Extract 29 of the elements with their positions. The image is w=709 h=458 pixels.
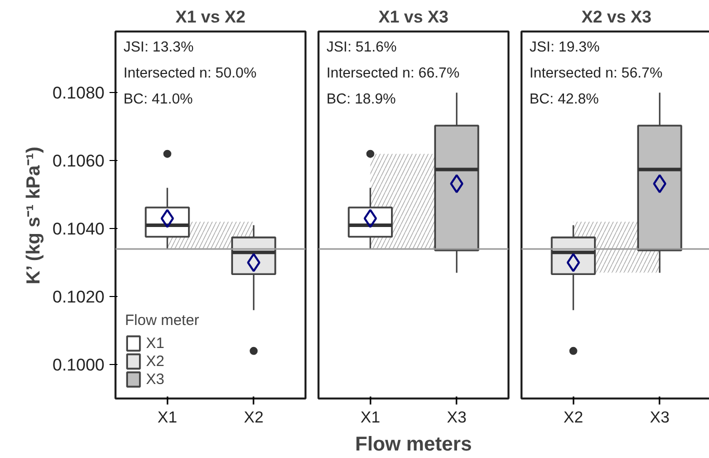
x-tick-label: X2	[564, 410, 584, 426]
x-tick-label: X3	[650, 410, 670, 426]
y-axis-title: K’ (kg s⁻¹ kPa⁻¹)	[24, 146, 45, 284]
y-tick-label: 0.1080	[52, 84, 105, 103]
x-tick-label: X2	[244, 410, 264, 426]
annotation: JSI: 13.3%	[124, 40, 194, 56]
y-tick-label: 0.1040	[52, 220, 105, 239]
legend-label: X2	[146, 352, 166, 370]
annotation: JSI: 51.6%	[326, 40, 397, 56]
annotation: Intersected n: 56.7%	[530, 66, 663, 82]
annotation: JSI: 19.3%	[530, 40, 600, 56]
legend-title: Flow meter	[125, 312, 200, 329]
y-tick-label: 0.1060	[52, 152, 105, 171]
x-axis-title: Flow meters	[355, 434, 472, 456]
annotation: Intersected n: 66.7%	[326, 66, 460, 82]
x-tick-label: X1	[158, 410, 178, 426]
annotation: BC: 42.8%	[530, 92, 599, 108]
chart-title: X2 vs X3	[582, 8, 652, 26]
annotation: BC: 41.0%	[124, 92, 193, 108]
y-tick-label: 0.1000	[52, 356, 105, 375]
chart-title: X1 vs X2	[176, 8, 246, 26]
x-tick-label: X1	[360, 410, 380, 426]
y-tick-label: 0.1020	[52, 288, 105, 307]
annotation: BC: 18.9%	[326, 92, 396, 108]
chart-title: X1 vs X3	[378, 8, 448, 26]
x-tick-label: X3	[446, 410, 467, 426]
annotation: Intersected n: 50.0%	[124, 66, 257, 82]
legend-label: X3	[146, 370, 166, 388]
legend-label: X1	[146, 334, 166, 352]
